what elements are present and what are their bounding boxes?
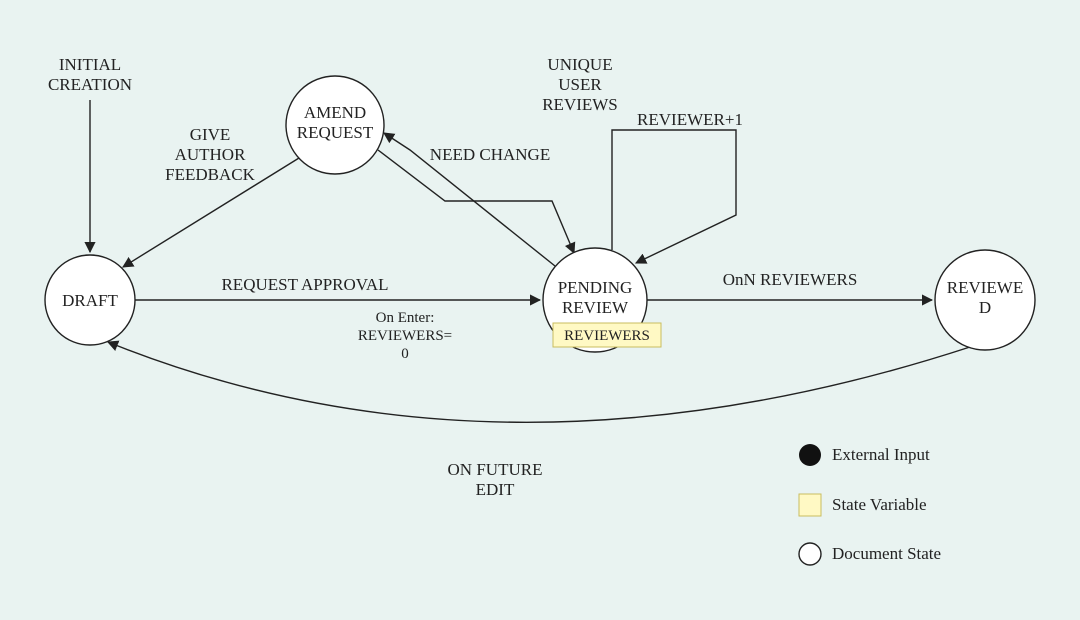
- legend-external-label: External Input: [832, 445, 930, 464]
- svg-text:ON FUTURE: ON FUTURE: [448, 460, 543, 479]
- svg-text:AUTHOR: AUTHOR: [175, 145, 246, 164]
- svg-text:REVIEWERS=: REVIEWERS=: [358, 328, 452, 344]
- legend-state-var-icon: [799, 494, 821, 516]
- svg-text:USER: USER: [558, 75, 602, 94]
- svg-text:On Enter:: On Enter:: [376, 310, 435, 326]
- label-initial-creation: INITIAL CREATION: [48, 55, 132, 94]
- node-pending-line2: REVIEW: [562, 298, 629, 317]
- label-request-approval: REQUEST APPROVAL: [221, 275, 388, 294]
- node-draft-label: DRAFT: [62, 291, 118, 310]
- legend-external-icon: [799, 444, 821, 466]
- svg-text:EDIT: EDIT: [476, 480, 515, 499]
- svg-text:INITIAL: INITIAL: [59, 55, 121, 74]
- svg-text:CREATION: CREATION: [48, 75, 132, 94]
- diagram-bg: [0, 0, 1080, 620]
- node-draft: DRAFT: [45, 255, 135, 345]
- legend-doc-state-icon: [799, 543, 821, 565]
- svg-text:UNIQUE: UNIQUE: [547, 55, 612, 74]
- node-amend-line1: AMEND: [304, 103, 366, 122]
- state-variable-label: REVIEWERS: [564, 328, 650, 344]
- state-diagram: DRAFT AMEND REQUEST PENDING REVIEW REVIE…: [0, 0, 1080, 620]
- node-amend-line2: REQUEST: [297, 123, 374, 142]
- node-pending-line1: PENDING: [558, 278, 633, 297]
- label-reviewer-plus: REVIEWER+1: [637, 110, 743, 129]
- label-need-change: NEED CHANGE: [430, 145, 550, 164]
- svg-text:0: 0: [401, 346, 409, 362]
- node-reviewed-line1: REVIEWE: [947, 278, 1023, 297]
- label-on-n-reviewers: OnN REVIEWERS: [723, 270, 858, 289]
- state-variable-reviewers: REVIEWERS: [553, 323, 661, 347]
- node-reviewed-line2: D: [979, 298, 991, 317]
- svg-text:GIVE: GIVE: [190, 125, 231, 144]
- svg-text:REVIEWS: REVIEWS: [542, 95, 618, 114]
- legend-state-var-label: State Variable: [832, 495, 927, 514]
- svg-text:FEEDBACK: FEEDBACK: [165, 165, 255, 184]
- legend-doc-state-label: Document State: [832, 544, 941, 563]
- node-reviewed: REVIEWE D: [935, 250, 1035, 350]
- node-amend-request: AMEND REQUEST: [286, 76, 384, 174]
